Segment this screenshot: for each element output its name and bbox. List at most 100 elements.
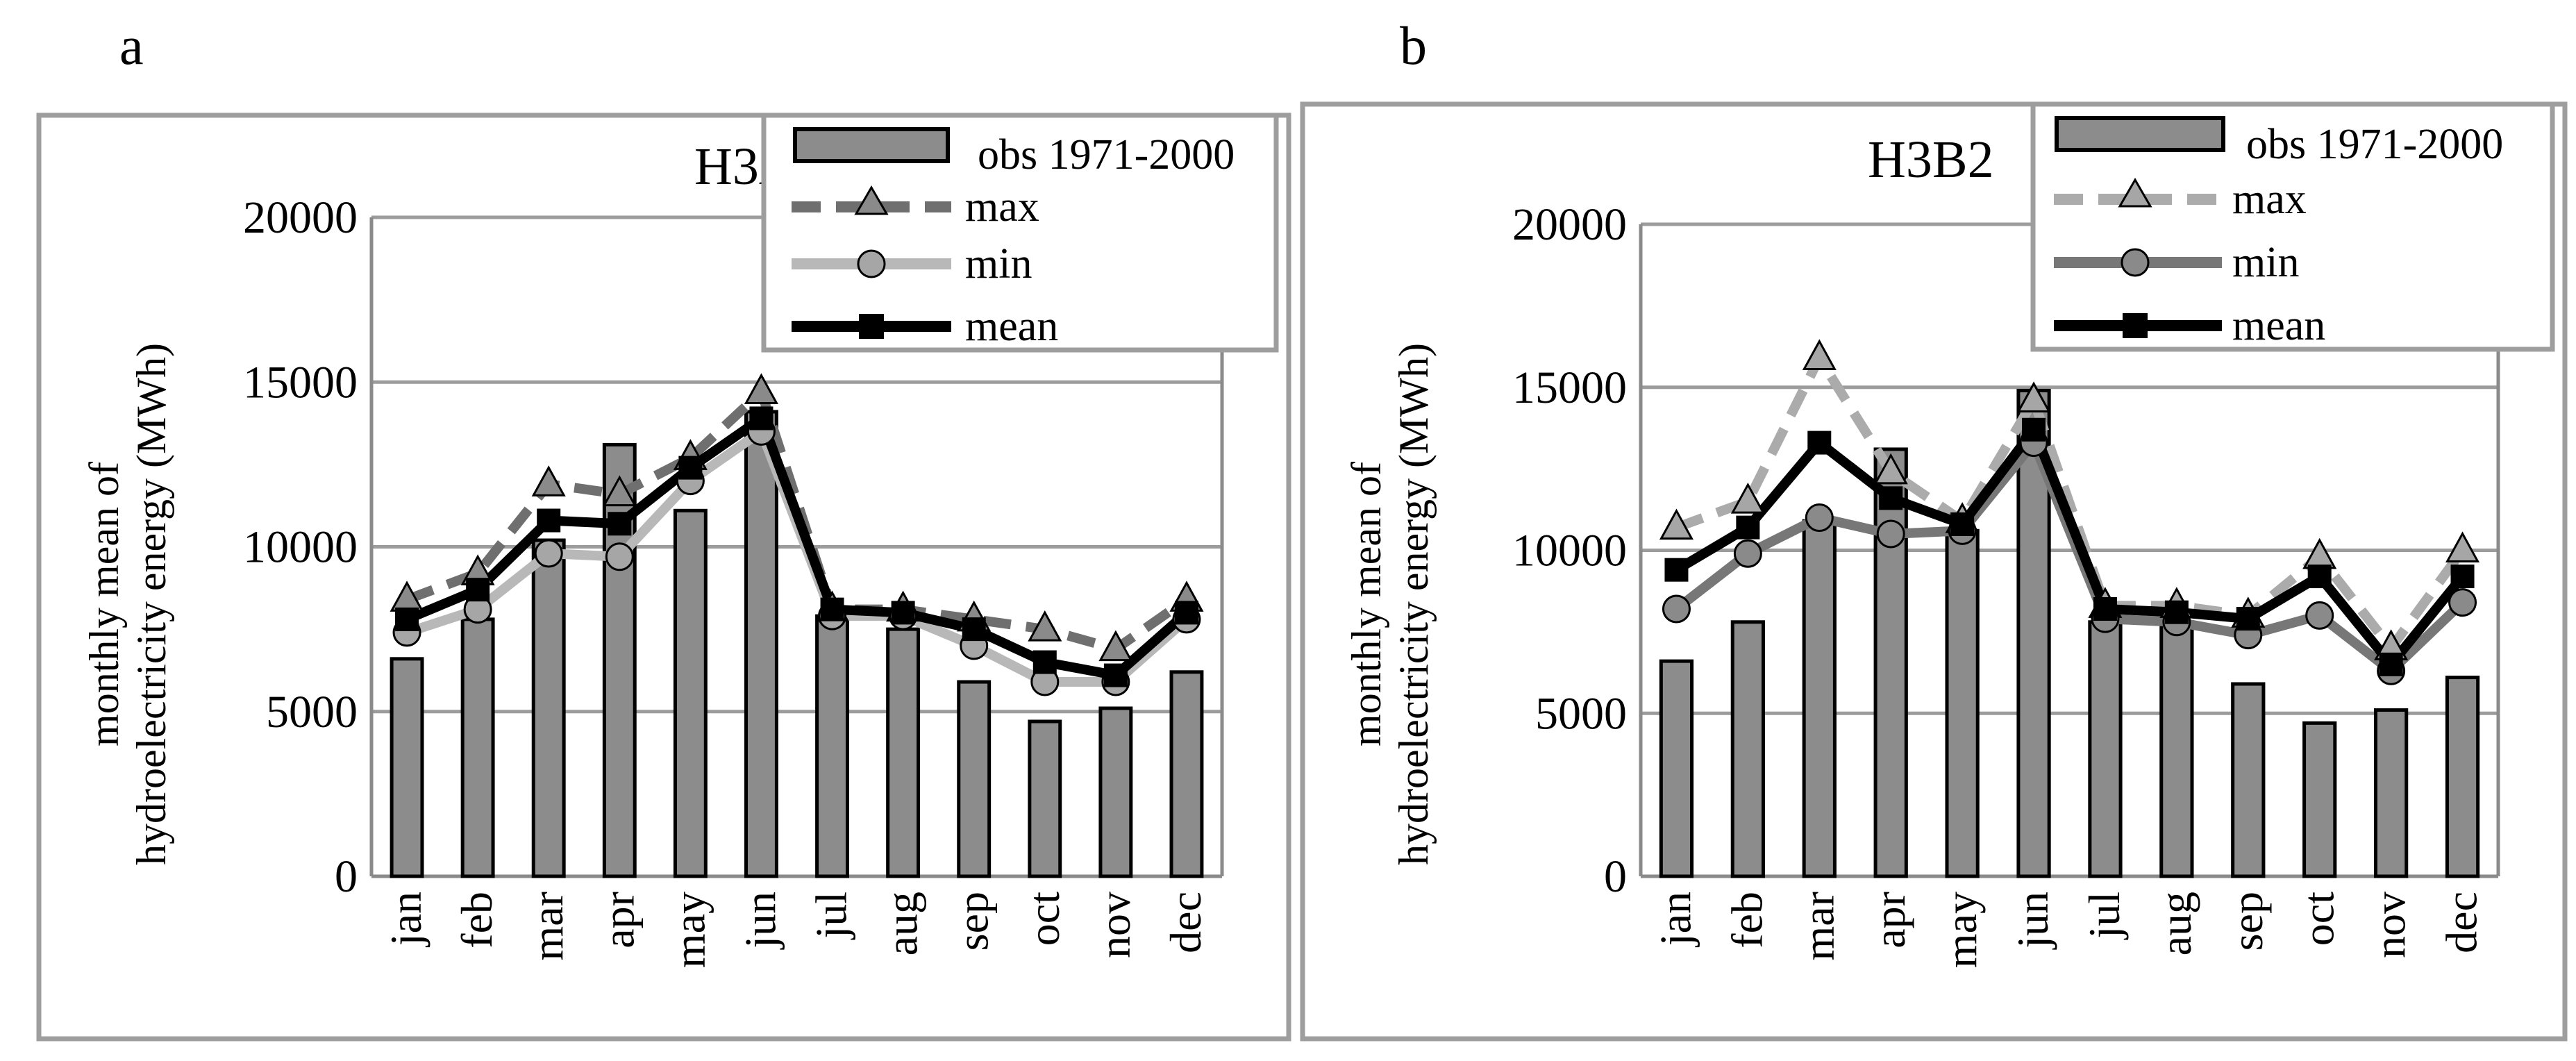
chart-title-b: H3B2 (1868, 131, 1994, 189)
marker-mean-b-feb (1736, 515, 1760, 540)
panel-label-b: b (1400, 15, 1427, 76)
marker-mean-a-may (678, 456, 703, 480)
x-tick-label-b-jun: jun (2008, 892, 2057, 950)
marker-mean-a-feb (466, 578, 490, 602)
bar-obs-a-mar (531, 538, 566, 878)
bar-obs-a-jun (744, 410, 778, 878)
bar-obs-a-feb (460, 617, 495, 878)
legend-triangle-icon-a (854, 185, 889, 215)
bar-obs-b-dec (2445, 676, 2480, 878)
bar-obs-b-nov (2373, 708, 2409, 878)
panel-label-a: a (119, 15, 144, 76)
legend-circle-icon-b (2121, 248, 2150, 277)
marker-max-a-mar (531, 465, 566, 496)
marker-mean-b-jun (2022, 417, 2046, 442)
marker-max-b-jan (1659, 508, 1693, 540)
legend-label-obs-a: obs 1971-2000 (978, 131, 1235, 178)
legend-a: obs 1971-2000 max min mean (761, 112, 1279, 353)
marker-mean-b-apr (1879, 486, 1903, 510)
legend-triangle-icon-b (2118, 178, 2152, 208)
marker-max-b-oct (2302, 537, 2337, 569)
x-tick-label-a-jun: jun (735, 892, 785, 950)
x-tick-label-b-apr: apr (1865, 892, 1914, 949)
bar-obs-a-sep (957, 680, 992, 878)
marker-mean-a-jun (749, 406, 773, 431)
x-tick-label-b-sep: sep (2223, 892, 2272, 951)
bar-obs-a-may (673, 508, 708, 878)
marker-max-b-apr (1873, 453, 1908, 485)
bar-obs-b-apr (1873, 447, 1908, 878)
legend-label-max-a: max (965, 183, 1039, 231)
chart-panel-b: b 0 5000 10000 15000 20000 jan feb mar apr may jun… (1300, 15, 2568, 1042)
y-tick-label-a-2: 10000 (243, 522, 358, 573)
marker-max-b-dec (2445, 531, 2480, 562)
x-tick-label-b-mar: mar (1793, 892, 1843, 961)
x-tick-label-b-jan: jan (1650, 892, 1700, 947)
y-tick-label-a-0: 0 (335, 851, 358, 902)
legend-label-max-b: max (2232, 176, 2307, 223)
y-axis-label-line2-b: hydroelectricity energy (MWh) (1391, 343, 1437, 865)
marker-mean-a-apr (608, 512, 632, 536)
plot-area-b: 0 5000 10000 15000 20000 jan feb mar apr may jun ju… (1512, 199, 2500, 968)
bar-obs-b-may (1945, 528, 1980, 878)
marker-min-b-jan (1662, 594, 1691, 624)
marker-mean-b-aug (2164, 600, 2189, 624)
legend-label-mean-a: mean (965, 303, 1058, 350)
marker-mean-b-jan (1664, 558, 1689, 582)
marker-mean-b-dec (2450, 565, 2475, 589)
y-tick-label-a-3: 15000 (243, 357, 358, 408)
bar-obs-b-jul (2088, 620, 2123, 878)
legend-label-min-b: min (2232, 239, 2299, 286)
x-tick-label-b-aug: aug (2151, 892, 2200, 955)
chart-panel-a: a 0 5000 10000 15000 20000 jan feb mar apr may jun… (36, 15, 1291, 1042)
legend-label-obs-b: obs 1971-2000 (2246, 121, 2503, 168)
marker-min-b-oct (2305, 601, 2334, 630)
bar-obs-b-aug (2159, 620, 2194, 878)
bar-obs-a-oct (1028, 719, 1062, 878)
y-axis-label-line1-a: monthly mean of (81, 462, 127, 746)
bar-obs-a-jan (390, 657, 424, 878)
marker-max-b-feb (1730, 482, 1765, 514)
marker-min-b-apr (1876, 519, 1905, 549)
legend-bar-swatch-b (2055, 116, 2225, 152)
marker-mean-a-dec (1174, 601, 1198, 625)
y-tick-label-b-0: 0 (1604, 851, 1627, 902)
x-tick-label-a-jul: jul (807, 892, 856, 940)
y-tick-label-a-1: 5000 (266, 687, 358, 737)
bar-obs-a-nov (1098, 706, 1133, 878)
marker-min-b-feb (1733, 539, 1762, 568)
marker-max-a-oct (1028, 610, 1062, 642)
marker-mean-a-aug (891, 601, 915, 625)
marker-max-a-apr (602, 475, 637, 507)
marker-mean-a-nov (1103, 663, 1128, 687)
line-min-a (405, 426, 1190, 687)
legend-square-icon-b (2123, 313, 2148, 338)
y-axis-label-line2-a: hydroelectricity energy (MWh) (128, 343, 174, 865)
line-mean-a (405, 413, 1190, 680)
legend-bar-swatch-a (793, 127, 950, 163)
marker-mean-b-jul (2093, 597, 2117, 621)
y-tick-label-b-4: 20000 (1512, 199, 1627, 250)
bar-obs-b-sep (2231, 682, 2266, 878)
x-tick-label-b-may: may (1937, 892, 1986, 968)
marker-mean-b-oct (2307, 565, 2332, 589)
bar-obs-b-feb (1730, 620, 1766, 878)
bar-obs-b-oct (2302, 721, 2337, 878)
marker-mean-a-sep (962, 617, 986, 642)
marker-min-b-dec (2448, 588, 2477, 617)
marker-mean-a-oct (1032, 650, 1057, 674)
x-tick-label-a-sep: sep (948, 892, 998, 951)
marker-min-a-apr (605, 542, 634, 571)
legend-square-icon-a (859, 314, 884, 339)
x-tick-label-a-oct: oct (1019, 892, 1069, 946)
x-tick-label-b-feb: feb (1722, 892, 1771, 949)
marker-mean-a-jan (395, 607, 419, 631)
bar-obs-b-jan (1659, 659, 1694, 878)
y-tick-label-b-1: 5000 (1535, 688, 1627, 739)
x-tick-label-a-aug: aug (878, 892, 927, 955)
x-tick-label-a-may: may (664, 892, 714, 968)
line-mean-b (1673, 424, 2466, 669)
x-tick-label-a-dec: dec (1161, 892, 1210, 953)
x-tick-label-a-mar: mar (523, 892, 572, 961)
legend-label-mean-b: mean (2232, 302, 2325, 349)
